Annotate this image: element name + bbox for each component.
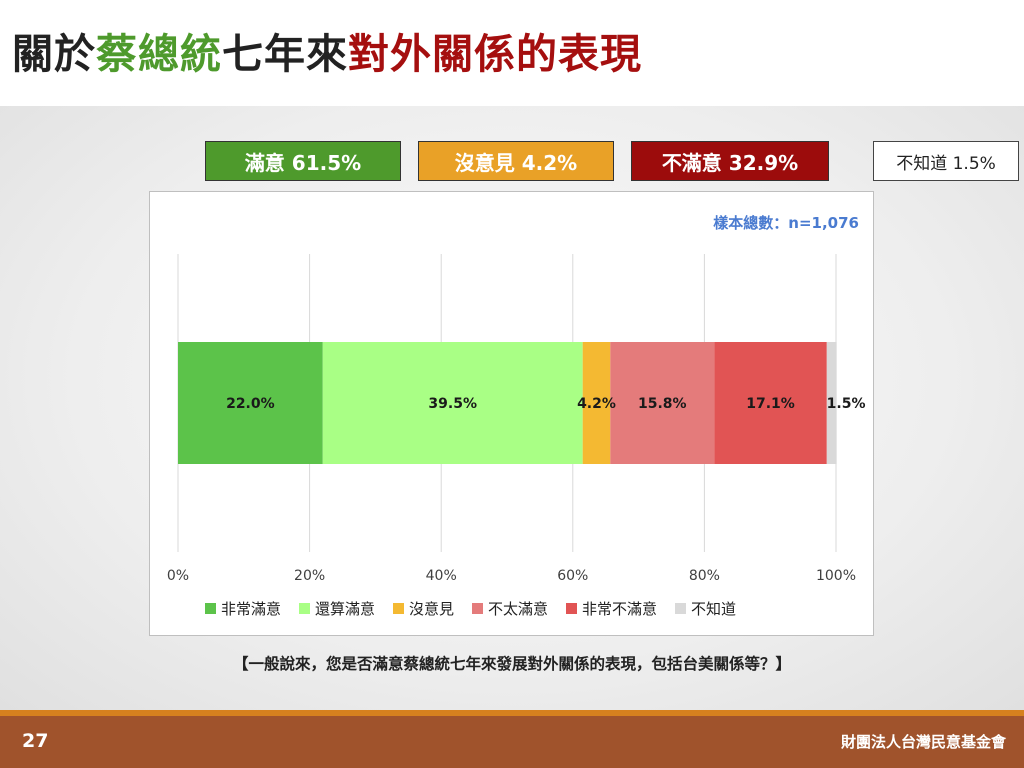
bar-data-label: 22.0% (226, 396, 275, 412)
bar-data-label: 15.8% (638, 396, 687, 412)
bar-data-label: 1.5% (827, 396, 866, 412)
bar-segment (714, 342, 827, 464)
legend-swatch (299, 603, 310, 614)
title-part-1: 關於 (12, 30, 96, 78)
legend-swatch (205, 603, 216, 614)
chart-panel: 22.0% 39.5% 4.2% 15.8% 17.1% 1.5% 0% 20% 40% 60%… (149, 191, 874, 636)
footer-accent-line (0, 710, 1024, 716)
x-tick-label: 80% (689, 568, 720, 584)
x-tick-label: 20% (294, 568, 325, 584)
chart-x-ticks: 0% 20% 40% 60% 80% 100% (167, 568, 856, 584)
sample-size-note: 樣本總數：n=1,076 (713, 214, 859, 232)
chart-data-labels: 22.0% 39.5% 4.2% 15.8% 17.1% 1.5% (226, 396, 865, 412)
bar-segment (582, 342, 611, 464)
title-part-3: 七年來 (222, 30, 348, 78)
bar-segment (826, 342, 837, 464)
summary-unknown-box: 不知道 1.5% (873, 141, 1019, 181)
bar-segment (178, 342, 323, 464)
bar-data-label: 39.5% (428, 396, 477, 412)
bar-segment (610, 342, 715, 464)
slide-footer: 27 財團法人台灣民意基金會 (0, 716, 1024, 768)
legend-swatch (393, 603, 404, 614)
survey-question: 【一般說來，您是否滿意蔡總統七年來發展對外關係的表現，包括台美關係等？】 (232, 655, 791, 673)
bar-data-label: 4.2% (577, 396, 616, 412)
title-part-2: 蔡總統 (96, 30, 222, 78)
chart-bars (178, 342, 837, 464)
bar-segment (322, 342, 583, 464)
legend-label: 非常不滿意 (582, 600, 657, 618)
organization-name: 財團法人台灣民意基金會 (840, 733, 1006, 751)
legend-label: 不太滿意 (488, 600, 548, 618)
legend-swatch (566, 603, 577, 614)
legend-label: 不知道 (691, 600, 736, 618)
x-tick-label: 60% (557, 568, 588, 584)
bar-data-label: 17.1% (746, 396, 795, 412)
chart-legend: 非常滿意 還算滿意 沒意見 不太滿意 非常不滿意 不知道 (205, 600, 736, 618)
slide-title: 關於蔡總統七年來對外關係的表現 (12, 22, 642, 86)
summary-dissatisfied-box: 不滿意 32.9% (631, 141, 829, 181)
title-part-4: 對外關係的表現 (348, 30, 642, 78)
x-tick-label: 0% (167, 568, 189, 584)
legend-swatch (675, 603, 686, 614)
summary-satisfied-box: 滿意 61.5% (205, 141, 401, 181)
slide-header: 關於蔡總統七年來對外關係的表現 (0, 0, 1024, 106)
legend-label: 還算滿意 (315, 600, 375, 618)
legend-label: 沒意見 (409, 600, 454, 618)
x-tick-label: 100% (816, 568, 856, 584)
legend-label: 非常滿意 (221, 600, 281, 618)
legend-swatch (472, 603, 483, 614)
page-number: 27 (22, 730, 49, 752)
stacked-bar-chart: 22.0% 39.5% 4.2% 15.8% 17.1% 1.5% 0% 20% 40% 60%… (167, 214, 866, 618)
x-tick-label: 40% (426, 568, 457, 584)
summary-no-opinion-box: 沒意見 4.2% (418, 141, 614, 181)
